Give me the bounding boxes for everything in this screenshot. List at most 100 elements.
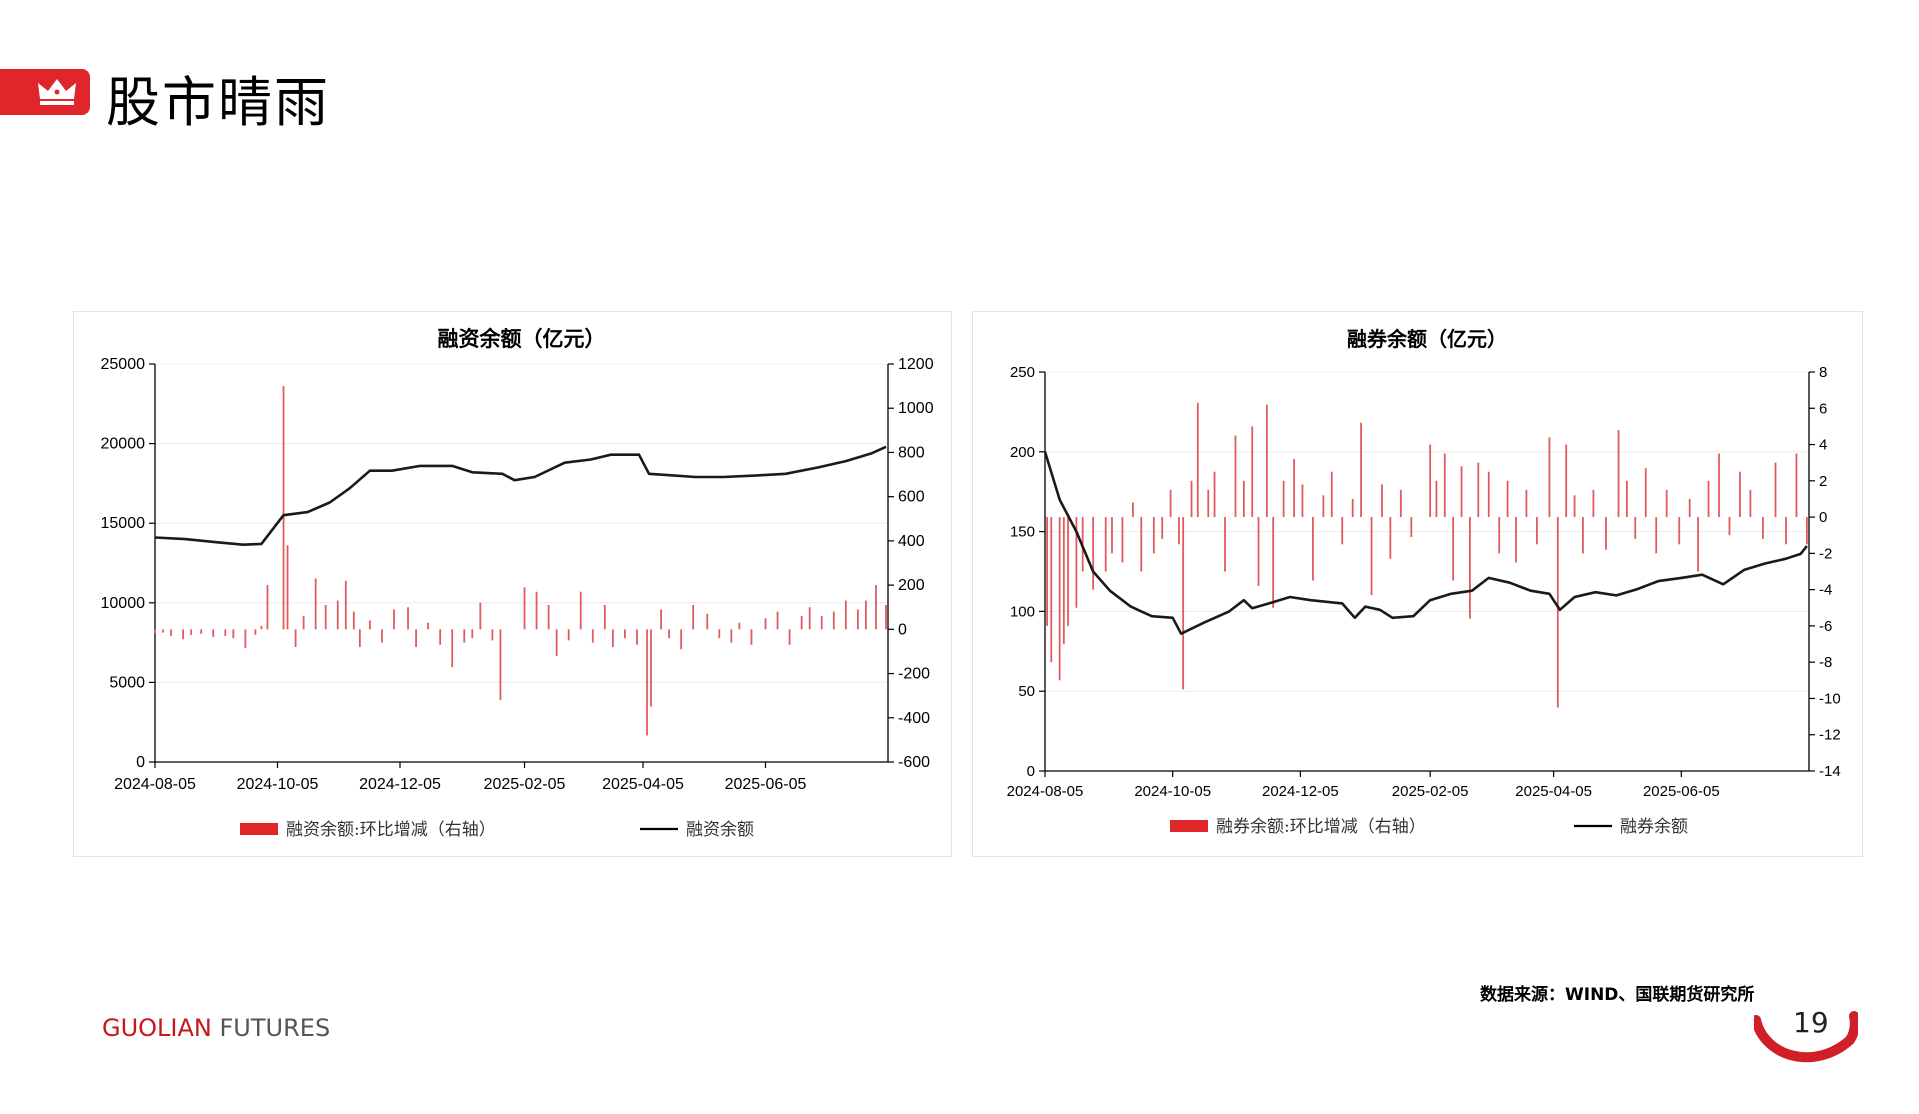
x-tick-label: 2025-02-05 — [484, 776, 566, 793]
bar — [680, 629, 683, 650]
bar — [718, 629, 721, 639]
bar — [266, 585, 269, 630]
bar — [415, 629, 417, 648]
bar — [393, 609, 395, 630]
bar — [1075, 517, 1078, 608]
y-right-tick-label: -10 — [1819, 690, 1841, 707]
chart-panel-financing: 融资余额（亿元） 0 5000 10000 15000 20000 25000 -600 -40… — [73, 311, 952, 857]
bar — [668, 629, 671, 639]
arc-icon — [1754, 1011, 1858, 1063]
bar — [1242, 480, 1245, 518]
page-number: 19 — [1793, 1006, 1829, 1039]
x-tick-label: 2025-02-05 — [1392, 783, 1469, 800]
legend-label-line: 融券余额 — [1620, 817, 1688, 837]
bar — [624, 629, 626, 639]
bar — [875, 585, 877, 630]
bar — [1728, 517, 1731, 536]
bar — [579, 591, 582, 630]
bar — [1121, 517, 1124, 563]
bar — [555, 629, 558, 656]
bar — [1234, 435, 1237, 518]
x-tick-label: 2024-12-05 — [1262, 783, 1339, 800]
bar — [1617, 430, 1620, 518]
bar — [611, 629, 614, 648]
bar — [1169, 489, 1172, 518]
bar — [1322, 495, 1325, 518]
footer-brand: GUOLIAN FUTURES — [102, 1014, 330, 1042]
bar — [170, 629, 172, 636]
bar — [776, 611, 779, 630]
y-right-tick-label: -400 — [898, 710, 930, 727]
page-title: 股市晴雨 — [106, 71, 330, 134]
series-line — [1043, 451, 1808, 636]
bar — [547, 605, 550, 630]
bar — [523, 587, 526, 630]
y-right-tick-label: 0 — [898, 621, 907, 638]
bar — [1265, 404, 1268, 518]
bar — [1762, 517, 1764, 539]
bar — [1749, 489, 1752, 518]
bar — [1282, 480, 1285, 518]
bar — [1556, 517, 1559, 708]
bar — [314, 578, 317, 630]
bar — [1785, 517, 1787, 545]
legend-label-line: 融资余额 — [686, 820, 754, 840]
chart-title: 融资余额（亿元） — [438, 326, 606, 351]
bar — [1399, 489, 1402, 518]
bar — [499, 629, 502, 701]
y-right-tick-label: -4 — [1819, 582, 1832, 599]
bar — [1251, 426, 1254, 518]
bar — [646, 629, 648, 736]
bar — [154, 629, 156, 634]
bar — [162, 629, 164, 633]
bar — [1525, 489, 1528, 518]
bar — [764, 618, 767, 630]
bar — [224, 629, 227, 636]
source-note: 数据来源：WIND、国联期货研究所 — [1480, 985, 1755, 1005]
y-right-tick-label: 2 — [1819, 473, 1827, 490]
bar — [1487, 471, 1490, 518]
bar — [324, 605, 327, 630]
bar — [865, 600, 867, 630]
bar — [1301, 484, 1304, 518]
bar — [212, 629, 215, 638]
bar — [1092, 517, 1095, 590]
y-right-tick-label: 400 — [898, 533, 925, 550]
y-right-tick-label: 600 — [898, 489, 925, 506]
bar — [1443, 453, 1446, 518]
bar — [282, 386, 285, 630]
bar — [1718, 453, 1720, 518]
bar — [1410, 517, 1413, 538]
bar — [1707, 480, 1710, 518]
bar — [1498, 517, 1501, 554]
y-right-tick-label: 0 — [1819, 509, 1827, 526]
bar — [254, 629, 257, 635]
bar — [1535, 517, 1538, 545]
y-right-tick-label: -12 — [1819, 727, 1841, 744]
bar — [603, 605, 606, 630]
bar — [1140, 517, 1143, 572]
bar — [730, 629, 733, 643]
bar — [1381, 484, 1383, 518]
y-right-tick-label: 4 — [1819, 437, 1827, 454]
bar — [692, 605, 695, 630]
footer-brand-part1: GUOLIAN — [102, 1014, 212, 1042]
bar — [820, 616, 823, 630]
bar — [1312, 517, 1314, 581]
bar — [358, 629, 361, 648]
crown-icon — [38, 79, 76, 105]
bar — [1688, 498, 1691, 518]
bar — [1665, 489, 1668, 518]
chart-financing: 融资余额（亿元）0500010000150002000025000-600-40… — [101, 326, 934, 840]
bar — [1257, 517, 1260, 587]
y-left-tick-label: 100 — [1010, 603, 1035, 620]
bar — [1178, 517, 1180, 545]
bar — [1207, 489, 1210, 518]
bar — [1293, 459, 1295, 518]
y-left-tick-label: 50 — [1018, 683, 1035, 700]
bar — [1190, 480, 1193, 518]
bar — [1429, 444, 1432, 518]
bar — [451, 629, 454, 667]
bar — [1774, 462, 1777, 518]
bar — [1351, 498, 1354, 518]
